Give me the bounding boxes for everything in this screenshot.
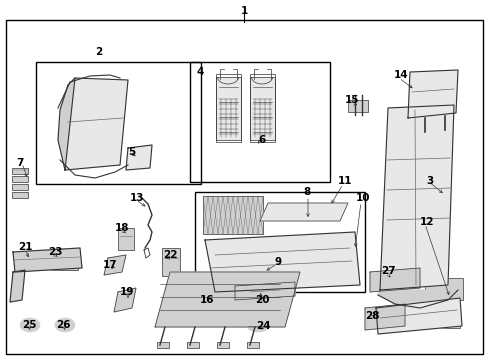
Bar bbox=[246, 342, 259, 348]
Text: 23: 23 bbox=[48, 247, 62, 257]
Bar bbox=[157, 342, 169, 348]
Bar bbox=[347, 100, 367, 112]
Polygon shape bbox=[104, 255, 126, 275]
Bar bbox=[216, 74, 241, 142]
Text: 10: 10 bbox=[355, 193, 369, 203]
Bar bbox=[244, 264, 285, 278]
Text: 4: 4 bbox=[196, 67, 203, 77]
Text: 26: 26 bbox=[56, 320, 70, 330]
Text: 11: 11 bbox=[337, 176, 351, 186]
Polygon shape bbox=[126, 145, 152, 170]
Text: 13: 13 bbox=[129, 193, 144, 203]
Bar bbox=[12, 192, 28, 198]
Bar bbox=[217, 342, 228, 348]
Bar bbox=[36, 62, 201, 184]
Text: 17: 17 bbox=[102, 260, 117, 270]
Bar bbox=[162, 248, 180, 276]
Bar bbox=[186, 342, 199, 348]
Text: 21: 21 bbox=[18, 242, 32, 252]
Text: 27: 27 bbox=[380, 266, 394, 276]
Ellipse shape bbox=[55, 318, 75, 332]
Polygon shape bbox=[375, 298, 461, 334]
Text: 19: 19 bbox=[120, 287, 134, 297]
Bar bbox=[424, 278, 462, 300]
Polygon shape bbox=[407, 70, 457, 118]
Text: 7: 7 bbox=[16, 158, 23, 168]
Bar bbox=[50, 252, 78, 270]
Text: 24: 24 bbox=[255, 321, 270, 331]
Polygon shape bbox=[369, 268, 419, 292]
Bar bbox=[118, 228, 134, 250]
Polygon shape bbox=[364, 304, 404, 330]
Polygon shape bbox=[114, 288, 136, 312]
Ellipse shape bbox=[20, 318, 40, 332]
Polygon shape bbox=[235, 282, 294, 300]
Polygon shape bbox=[13, 248, 82, 272]
Text: 15: 15 bbox=[344, 95, 359, 105]
Text: 18: 18 bbox=[115, 223, 129, 233]
Bar bbox=[12, 176, 28, 182]
Polygon shape bbox=[10, 270, 25, 302]
Text: 16: 16 bbox=[199, 295, 214, 305]
Bar bbox=[439, 300, 459, 328]
Text: 20: 20 bbox=[254, 295, 269, 305]
Polygon shape bbox=[58, 78, 75, 170]
Text: 3: 3 bbox=[426, 176, 433, 186]
Bar bbox=[195, 192, 364, 292]
Bar bbox=[12, 168, 28, 174]
Text: 22: 22 bbox=[163, 250, 177, 260]
Bar bbox=[216, 77, 241, 140]
Text: 25: 25 bbox=[21, 320, 36, 330]
Bar bbox=[249, 74, 274, 142]
Polygon shape bbox=[65, 78, 128, 170]
Text: 6: 6 bbox=[258, 135, 265, 145]
Polygon shape bbox=[379, 105, 453, 290]
Text: 5: 5 bbox=[128, 147, 135, 157]
Text: 2: 2 bbox=[95, 47, 102, 57]
Text: 28: 28 bbox=[364, 311, 379, 321]
Ellipse shape bbox=[246, 320, 268, 332]
Text: 14: 14 bbox=[393, 70, 407, 80]
Polygon shape bbox=[377, 290, 457, 308]
Text: 8: 8 bbox=[303, 187, 310, 197]
Bar bbox=[54, 256, 62, 264]
Bar bbox=[12, 184, 28, 190]
Text: 1: 1 bbox=[240, 6, 247, 16]
Text: 12: 12 bbox=[419, 217, 433, 227]
Polygon shape bbox=[155, 272, 299, 327]
Polygon shape bbox=[260, 203, 347, 221]
Text: 9: 9 bbox=[274, 257, 281, 267]
Bar bbox=[249, 77, 274, 140]
Polygon shape bbox=[204, 232, 359, 292]
Bar bbox=[190, 62, 329, 182]
Bar bbox=[203, 196, 263, 234]
